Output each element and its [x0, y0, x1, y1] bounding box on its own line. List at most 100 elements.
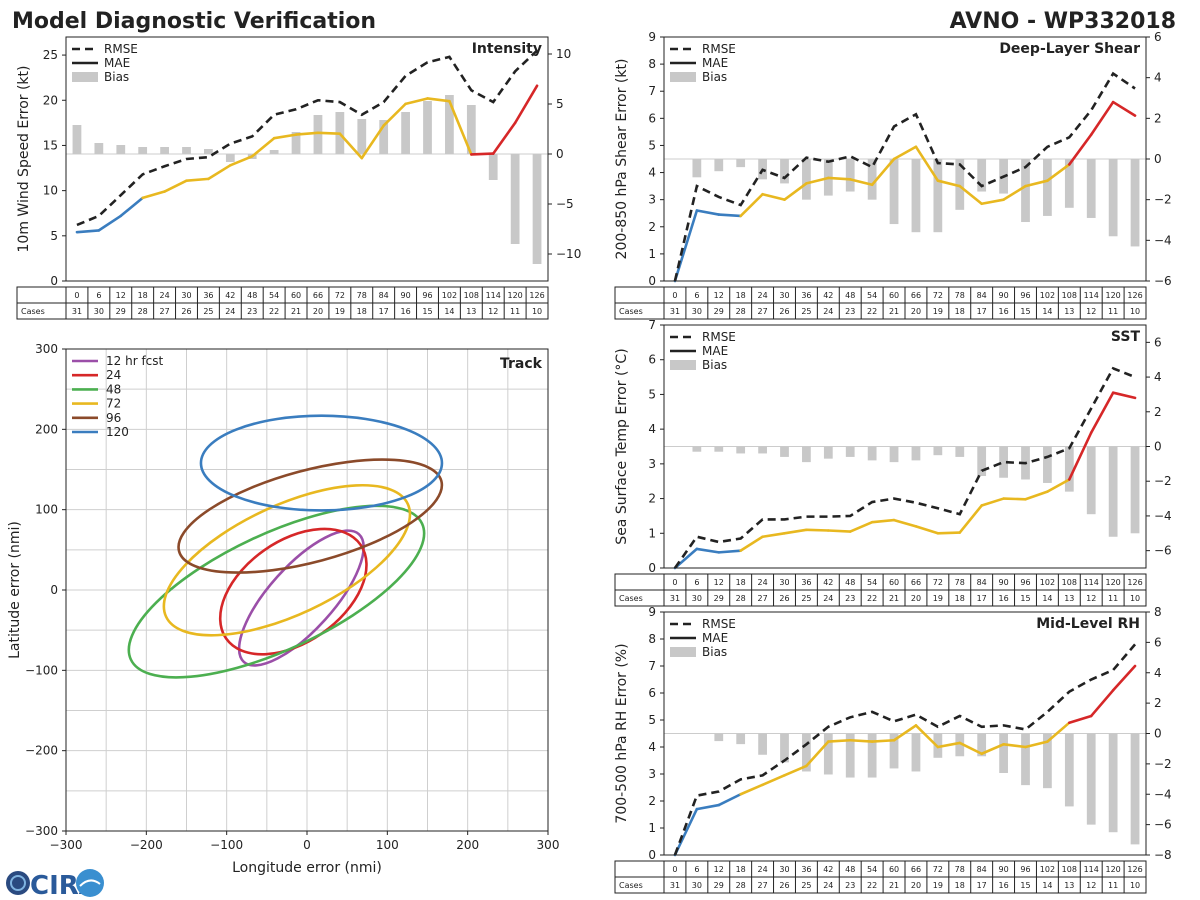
mae-line-segment: [958, 184, 983, 206]
legend-bias-swatch: [72, 72, 98, 82]
mae-line-segment: [207, 164, 232, 181]
bias-bar: [780, 733, 789, 763]
mae-line-segment: [739, 535, 764, 552]
bias-bar: [911, 446, 921, 461]
cases-count-cell: 15: [1020, 881, 1030, 890]
bias-bar: [802, 446, 811, 463]
legend-bias-swatch: [670, 647, 696, 657]
cases-label: Cases: [619, 307, 643, 316]
bias-bar: [977, 733, 987, 757]
mae-line-segment: [1024, 490, 1049, 501]
y-tick-label: 7: [648, 318, 656, 332]
y-tick-label: 300: [35, 342, 58, 356]
y2-tick-label: 0: [1154, 727, 1162, 741]
bias-bar: [736, 733, 746, 745]
forecast-hour-cell: 42: [823, 291, 833, 300]
cases-count-cell: 12: [1086, 881, 1096, 890]
forecast-hour-cell: 102: [1040, 578, 1055, 587]
y-tick-label: 5: [50, 229, 58, 243]
bias-bar: [802, 733, 811, 772]
mae-line-segment: [914, 724, 940, 749]
cases-count-cell: 24: [823, 307, 833, 316]
cases-count-cell: 22: [867, 307, 877, 316]
bias-bar: [889, 733, 899, 769]
forecast-hour-cell: 78: [955, 865, 965, 874]
forecast-hour-cell: 84: [977, 291, 987, 300]
y-tick-label: 6: [648, 111, 656, 125]
x-tick-label: 0: [303, 838, 311, 852]
y-axis-label: 10m Wind Speed Error (kt): [16, 66, 32, 253]
y2-tick-label: −6: [1154, 274, 1172, 288]
y-tick-label: 3: [648, 767, 656, 781]
mae-line-segment: [936, 741, 962, 749]
cases-count-cell: 30: [692, 307, 702, 316]
cases-count-cell: 15: [1020, 594, 1030, 603]
legend-bias-label: Bias: [104, 70, 129, 84]
cases-count-cell: 26: [779, 594, 789, 603]
cases-count-cell: 12: [1086, 307, 1096, 316]
forecast-hour-cell: 18: [736, 578, 746, 587]
forecast-hour-cell: 96: [1020, 291, 1030, 300]
legend-mae-label: MAE: [702, 631, 728, 645]
mae-line-segment: [892, 724, 918, 742]
track-error-ellipse: [127, 504, 426, 679]
forecast-hour-cell: 126: [1127, 865, 1142, 874]
bias-bar: [758, 733, 767, 755]
y-tick-label: 20: [43, 93, 58, 107]
bias-bar: [445, 95, 454, 154]
y2-tick-label: −10: [556, 247, 581, 261]
forecast-hour-cell: 72: [335, 291, 345, 300]
cases-count-cell: 13: [1064, 881, 1074, 890]
forecast-hour-cell: 78: [955, 291, 965, 300]
forecast-hour-cell: 96: [422, 291, 432, 300]
track-error-ellipse: [162, 483, 412, 637]
track-error-ellipse: [237, 529, 365, 667]
bias-bar: [1108, 159, 1118, 237]
forecast-hour-cell: 48: [247, 291, 257, 300]
cases-count-cell: 23: [845, 594, 855, 603]
forecast-hour-cell: 18: [736, 865, 746, 874]
forecast-hour-cell: 48: [845, 865, 855, 874]
mae-line-segment: [805, 528, 830, 532]
forecast-hour-cell: 78: [357, 291, 367, 300]
y-tick-label: 25: [43, 48, 58, 62]
bias-bar: [758, 446, 767, 454]
cases-count-cell: 19: [933, 881, 943, 890]
cases-count-cell: 26: [779, 307, 789, 316]
forecast-hour-cell: 120: [1105, 578, 1120, 587]
bias-bar: [867, 159, 877, 200]
y2-tick-label: 2: [1154, 696, 1162, 710]
forecast-hour-cell: 90: [998, 291, 1008, 300]
y2-tick-label: 6: [1154, 30, 1162, 44]
forecast-hour-cell: 66: [911, 578, 921, 587]
forecast-hour-cell: 12: [714, 865, 724, 874]
bias-bar: [1130, 159, 1140, 247]
y-tick-label: 2: [648, 794, 656, 808]
track-error-ellipse: [218, 527, 368, 656]
cases-count-cell: 27: [757, 307, 767, 316]
cases-count-cell: 23: [247, 307, 257, 316]
mae-line-segment: [914, 525, 940, 535]
y-tick-label: −100: [25, 663, 58, 677]
legend-mae-label: MAE: [702, 56, 728, 70]
bias-bar: [780, 446, 789, 457]
y2-tick-label: 10: [556, 47, 571, 61]
mae-line-segment: [761, 774, 786, 787]
forecast-hour-cell: 72: [933, 578, 943, 587]
legend-bias-swatch: [670, 360, 696, 370]
forecast-hour-cell: 48: [845, 291, 855, 300]
mae-line-segment: [695, 209, 721, 216]
mae-line-segment: [958, 741, 983, 756]
bias-bar: [510, 154, 520, 244]
y2-tick-label: 0: [556, 147, 564, 161]
mae-line-segment: [1046, 163, 1071, 182]
forecast-hour-cell: 90: [998, 865, 1008, 874]
forecast-hour-cell: 18: [138, 291, 148, 300]
model-storm-id: AVNO - WP332018: [950, 9, 1176, 34]
cases-count-cell: 30: [94, 307, 104, 316]
mae-line-segment: [870, 157, 896, 187]
panel-title: SST: [1111, 329, 1141, 345]
forecast-hour-cell: 30: [779, 291, 789, 300]
mae-line-segment: [761, 192, 786, 201]
